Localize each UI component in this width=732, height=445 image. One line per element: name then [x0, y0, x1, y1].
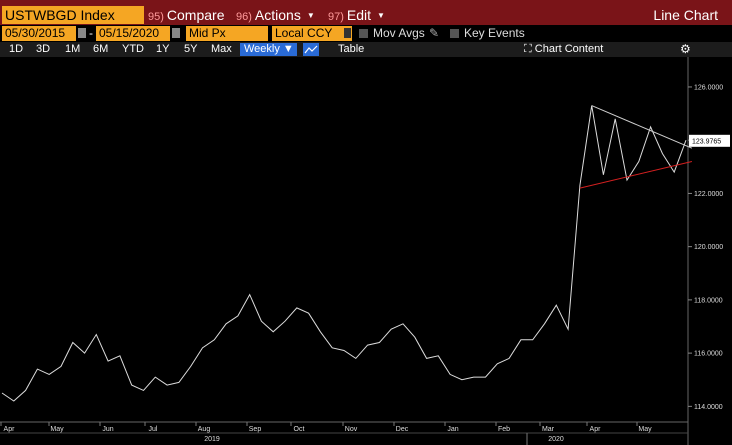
x-tick-label: Nov: [345, 426, 358, 433]
actions-menu-num: 96): [236, 11, 252, 23]
x-tick-label: May: [50, 426, 64, 433]
trend-line: [579, 160, 693, 189]
range-1m[interactable]: 1M: [65, 43, 81, 55]
x-tick-label: Apr: [590, 426, 602, 433]
mov-avgs-checkbox[interactable]: [359, 29, 368, 38]
line-chart[interactable]: 126.0000124.0000122.0000120.0000118.0000…: [0, 57, 732, 445]
y-tick-label: 118.0000: [694, 297, 723, 304]
last-value-badge: [689, 134, 730, 147]
compare-menu[interactable]: 95) Compare: [148, 6, 225, 24]
x-tick-label: Apr: [4, 426, 16, 433]
range-ytd[interactable]: YTD: [122, 43, 144, 55]
x-tick-label: Jun: [102, 426, 113, 433]
table-button[interactable]: Table: [338, 43, 365, 55]
edit-menu-label: Edit: [346, 7, 372, 23]
page-title: Line Chart: [653, 7, 718, 23]
chevron-down-icon[interactable]: [344, 28, 351, 38]
chevron-down-icon: ▼: [306, 11, 315, 21]
end-date-field[interactable]: 05/15/2020: [96, 26, 170, 41]
chevron-down-icon: ▼: [377, 11, 385, 21]
compare-menu-label: Compare: [166, 7, 225, 23]
toolbar: [0, 42, 732, 57]
x-year-label: 2020: [548, 436, 564, 443]
edit-menu-num: 97): [328, 11, 344, 23]
chart-content-label: Chart Content: [534, 43, 604, 55]
y-tick-label: 114.0000: [694, 404, 723, 411]
range-6m[interactable]: 6M: [93, 43, 109, 55]
range-1y[interactable]: 1Y: [156, 43, 170, 55]
crosshair-icon: ⛶: [524, 43, 532, 55]
gear-icon[interactable]: ⚙: [680, 42, 691, 56]
x-tick-label: Aug: [198, 426, 211, 433]
actions-menu[interactable]: 96) Actions ▼: [236, 6, 315, 24]
x-tick-label: Sep: [249, 426, 262, 433]
range-5y[interactable]: 5Y: [184, 43, 198, 55]
x-tick-label: Jul: [149, 426, 158, 433]
actions-menu-label: Actions: [254, 7, 301, 23]
y-tick-label: 120.0000: [694, 244, 723, 251]
edit-menu[interactable]: 97) Edit ▼: [328, 6, 385, 24]
key-events-checkbox[interactable]: [450, 29, 459, 38]
ticker-field[interactable]: USTWBGD Index: [2, 6, 144, 24]
x-tick-label: Mar: [542, 426, 555, 433]
series-line: [1, 105, 687, 402]
date-separator: -: [89, 26, 93, 40]
x-tick-label: Dec: [396, 426, 409, 433]
y-tick-label: 126.0000: [694, 84, 723, 91]
plot-area: [0, 57, 693, 445]
calendar-icon[interactable]: [78, 28, 86, 38]
x-year-label: 2019: [204, 436, 220, 443]
y-tick-label: 122.0000: [694, 191, 723, 198]
pencil-icon[interactable]: ✎: [429, 26, 440, 40]
mov-avgs-label[interactable]: Mov Avgs: [373, 26, 425, 40]
y-axis: 126.0000124.0000122.0000120.0000118.0000…: [688, 84, 730, 411]
currency-select[interactable]: Local CCY: [272, 26, 352, 41]
x-tick-label: Oct: [294, 426, 305, 433]
y-tick-label: 116.0000: [694, 351, 723, 358]
range-1d[interactable]: 1D: [9, 43, 24, 55]
start-date-field[interactable]: 05/30/2015: [2, 26, 76, 41]
x-axis: Apr May Jun Jul Aug Sep Oct Nov Dec Jan Feb Mar Apr M…: [0, 422, 652, 445]
last-value-label: 123.9765: [692, 138, 721, 145]
chart-content-button[interactable]: ⛶ Chart Content: [524, 42, 603, 57]
range-3d[interactable]: 3D: [36, 43, 51, 55]
frequency-select[interactable]: Weekly ▼: [240, 43, 297, 56]
compare-menu-num: 95): [148, 11, 164, 23]
x-tick-label: May: [638, 426, 652, 433]
range-max[interactable]: Max: [211, 43, 232, 55]
trend-line: [591, 105, 693, 149]
price-field-select[interactable]: Mid Px: [186, 26, 268, 41]
line-chart-icon[interactable]: [303, 43, 319, 56]
calendar-icon[interactable]: [172, 28, 180, 38]
x-tick-label: Feb: [498, 426, 510, 433]
frequency-label: Weekly: [244, 43, 280, 55]
x-tick-label: Jan: [447, 426, 458, 433]
key-events-label[interactable]: Key Events: [464, 26, 525, 40]
